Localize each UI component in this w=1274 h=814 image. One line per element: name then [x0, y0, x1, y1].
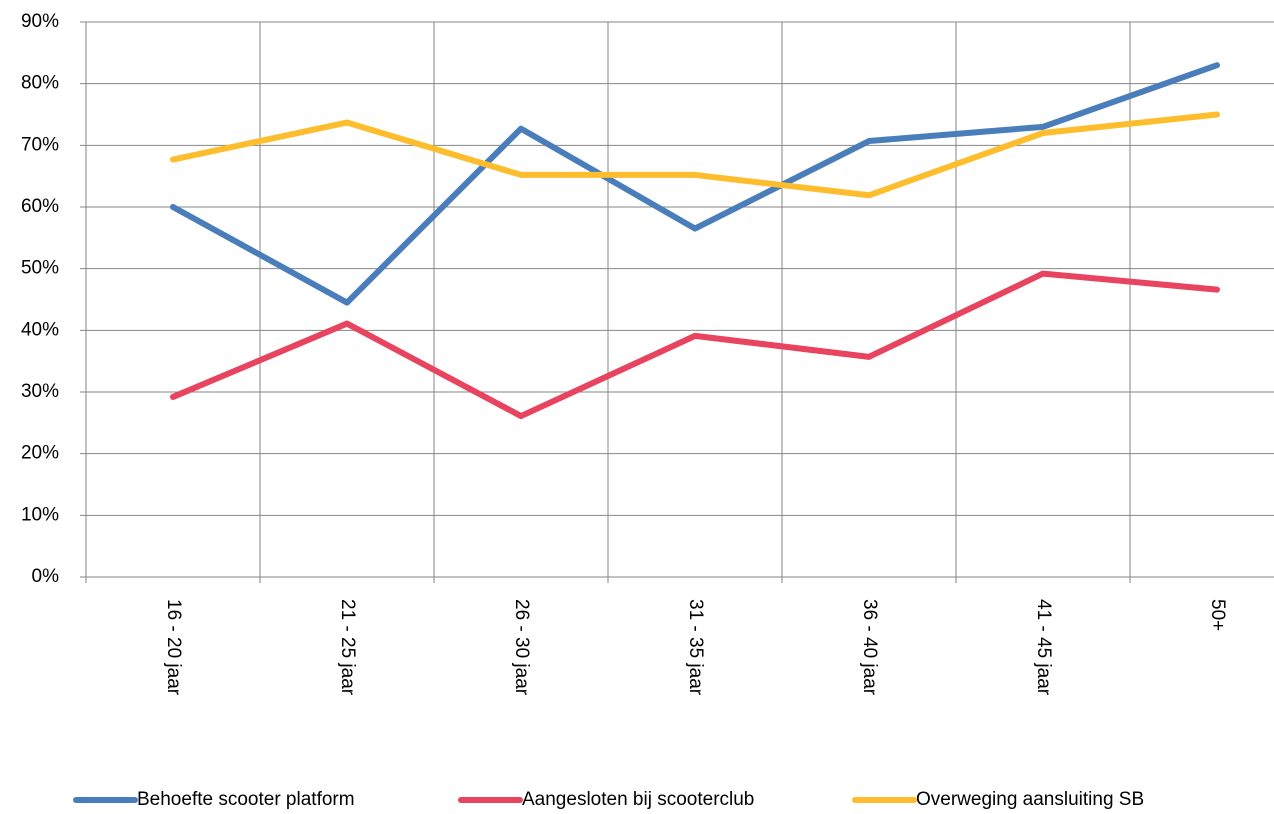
x-tick-label: 31 - 35 jaar	[685, 599, 706, 696]
x-tick-label: 21 - 25 jaar	[337, 599, 358, 696]
series-line	[170, 62, 1220, 306]
y-tick-label: 20%	[21, 443, 59, 464]
legend-label: Behoefte scooter platform	[137, 789, 355, 810]
y-tick-label: 50%	[21, 258, 59, 279]
y-tick-label: 60%	[21, 196, 59, 217]
series-line	[170, 111, 1220, 199]
x-tick-label: 36 - 40 jaar	[859, 599, 880, 696]
y-tick-label: 90%	[21, 11, 59, 32]
legend-label: Overweging aansluiting SB	[916, 789, 1144, 810]
x-tick-label: 50+	[1207, 599, 1228, 631]
y-tick-label: 0%	[32, 566, 60, 587]
x-tick-label: 26 - 30 jaar	[511, 599, 532, 696]
legend-label: Aangesloten bij scooterclub	[522, 789, 754, 810]
y-tick-label: 30%	[21, 381, 59, 402]
y-tick-label: 40%	[21, 319, 59, 340]
x-tick-label: 16 - 20 jaar	[163, 599, 184, 696]
series-line	[170, 270, 1220, 420]
x-tick-label: 41 - 45 jaar	[1033, 599, 1054, 696]
y-tick-label: 10%	[21, 504, 59, 525]
y-tick-label: 80%	[21, 73, 59, 94]
y-tick-label: 70%	[21, 134, 59, 155]
